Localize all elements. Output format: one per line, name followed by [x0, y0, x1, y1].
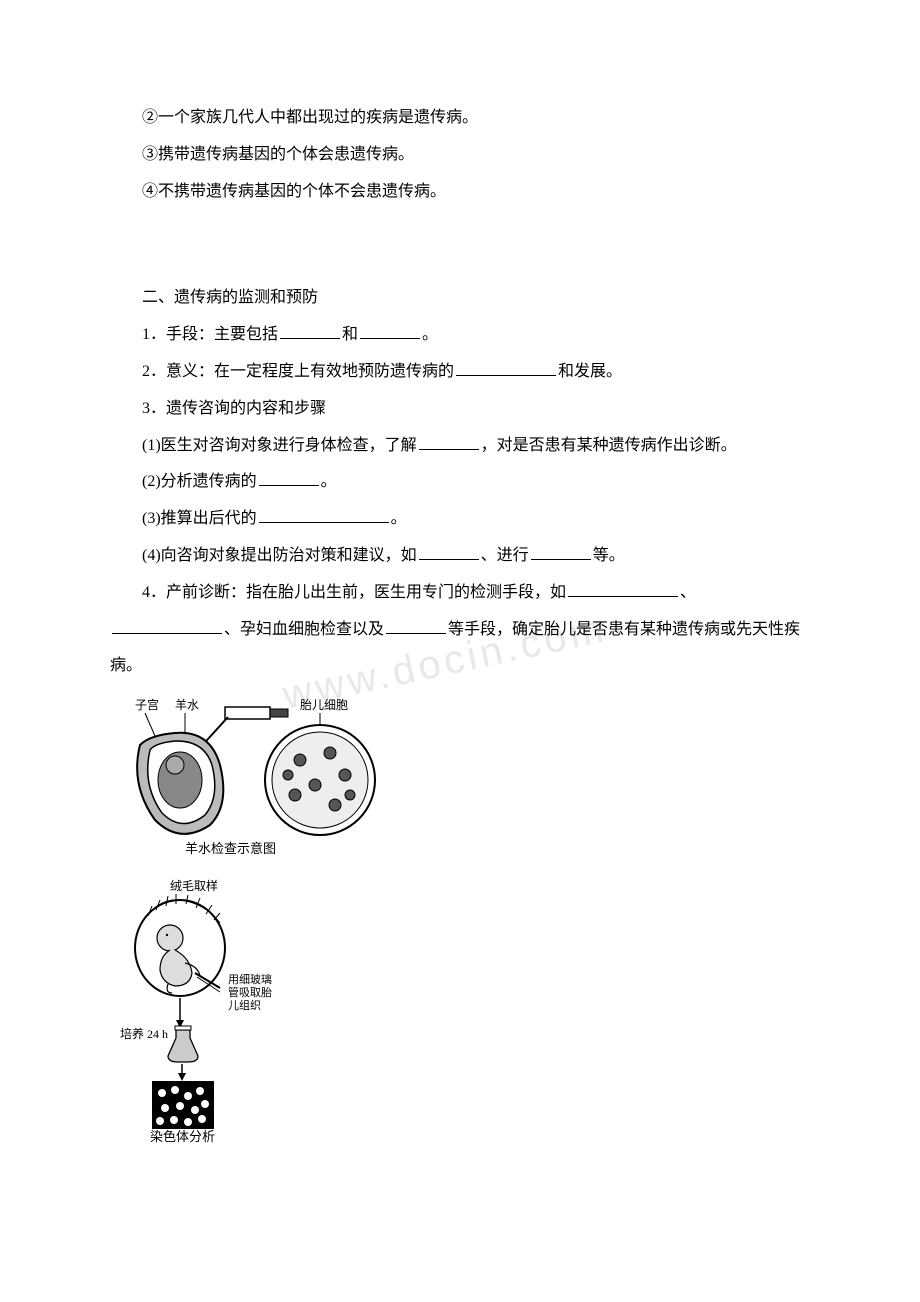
blank — [456, 358, 556, 376]
label-tube2: 管吸取胎 — [228, 985, 272, 999]
s2-p3-3: (3)推算出后代的 。 — [110, 501, 810, 538]
s2-p3-1-a: (1)医生对咨询对象进行身体检查，了解 — [142, 437, 417, 454]
item-3: ③携带遗传病基因的个体会患遗传病。 — [110, 137, 810, 174]
diagram1-caption: 羊水检查示意图 — [185, 841, 276, 855]
s2-p3-3-b: 。 — [391, 510, 407, 527]
s2-p2-b: 和发展。 — [558, 363, 622, 380]
blank — [419, 432, 479, 450]
document-content: ②一个家族几代人中都出现过的疾病是遗传病。 ③携带遗传病基因的个体会患遗传病。 … — [110, 100, 810, 1148]
s2-p3-1: (1)医生对咨询对象进行身体检查，了解 ，对是否患有某种遗传病作出诊断。 — [110, 428, 810, 465]
s2-p4-c: 、孕妇血细胞检查以及 — [224, 621, 384, 638]
s2-p4-line2: 、孕妇血细胞检查以及等手段，确定胎儿是否患有某种遗传病或先天性疾病。 — [110, 612, 810, 686]
s2-p1-b: 和 — [342, 326, 358, 343]
section-2-title: 二、遗传病的监测和预防 — [110, 280, 810, 317]
s2-p2: 2．意义：在一定程度上有效地预防遗传病的 和发展。 — [110, 354, 810, 391]
s2-p3: 3．遗传咨询的内容和步骤 — [110, 391, 810, 428]
blank — [259, 469, 319, 487]
s2-p1: 1．手段：主要包括 和 。 — [110, 317, 810, 354]
s2-p4-b: 、 — [680, 584, 696, 601]
diagram-amniotic: 子宫 羊水 胎儿细胞 — [120, 695, 810, 860]
blank — [386, 616, 446, 634]
blank — [112, 616, 222, 634]
label-villus: 绒毛取样 — [170, 878, 218, 893]
s2-p3-2: (2)分析遗传病的 。 — [110, 464, 810, 501]
s2-p3-2-b: 。 — [321, 473, 337, 490]
diagram2-caption: 染色体分析 — [150, 1129, 215, 1143]
label-uterus: 子宫 — [135, 697, 159, 712]
label-tube3: 儿组织 — [228, 998, 261, 1012]
amniotic-diagram-svg: 子宫 羊水 胎儿细胞 — [120, 695, 410, 855]
blank — [419, 542, 479, 560]
diagram-villus: 绒毛取样 用细玻璃 管吸取胎 儿组织 培养 24 h — [120, 870, 810, 1148]
s2-p3-4: (4)向咨询对象提出防治对策和建议，如 、进行 等。 — [110, 538, 810, 575]
item-4: ④不携带遗传病基因的个体不会患遗传病。 — [110, 174, 810, 211]
s2-p3-4-a: (4)向咨询对象提出防治对策和建议，如 — [142, 547, 417, 564]
s2-p1-c: 。 — [422, 326, 438, 343]
blank — [280, 322, 340, 340]
s2-p2-a: 2．意义：在一定程度上有效地预防遗传病的 — [142, 363, 454, 380]
s2-p4-line1: 4．产前诊断：指在胎儿出生前，医生用专门的检测手段，如 、 — [110, 575, 810, 612]
label-culture: 培养 24 h — [120, 1026, 168, 1041]
label-amniotic: 羊水 — [175, 697, 199, 712]
blank — [360, 322, 420, 340]
blank — [568, 579, 678, 597]
s2-p4-a: 4．产前诊断：指在胎儿出生前，医生用专门的检测手段，如 — [142, 584, 566, 601]
item-2: ②一个家族几代人中都出现过的疾病是遗传病。 — [110, 100, 810, 137]
s2-p3-1-b: ，对是否患有某种遗传病作出诊断。 — [481, 437, 737, 454]
s2-p3-2-a: (2)分析遗传病的 — [142, 473, 257, 490]
villus-diagram-svg: 绒毛取样 用细玻璃 管吸取胎 儿组织 培养 24 h — [120, 878, 300, 1143]
label-tube1: 用细玻璃 — [228, 972, 272, 986]
s2-p3-4-b: 、进行 — [481, 547, 529, 564]
label-fetal-cells: 胎儿细胞 — [300, 698, 348, 712]
blank — [259, 506, 389, 524]
blank — [531, 542, 591, 560]
s2-p3-3-a: (3)推算出后代的 — [142, 510, 257, 527]
s2-p3-4-c: 等。 — [593, 547, 625, 564]
s2-p1-a: 1．手段：主要包括 — [142, 326, 278, 343]
